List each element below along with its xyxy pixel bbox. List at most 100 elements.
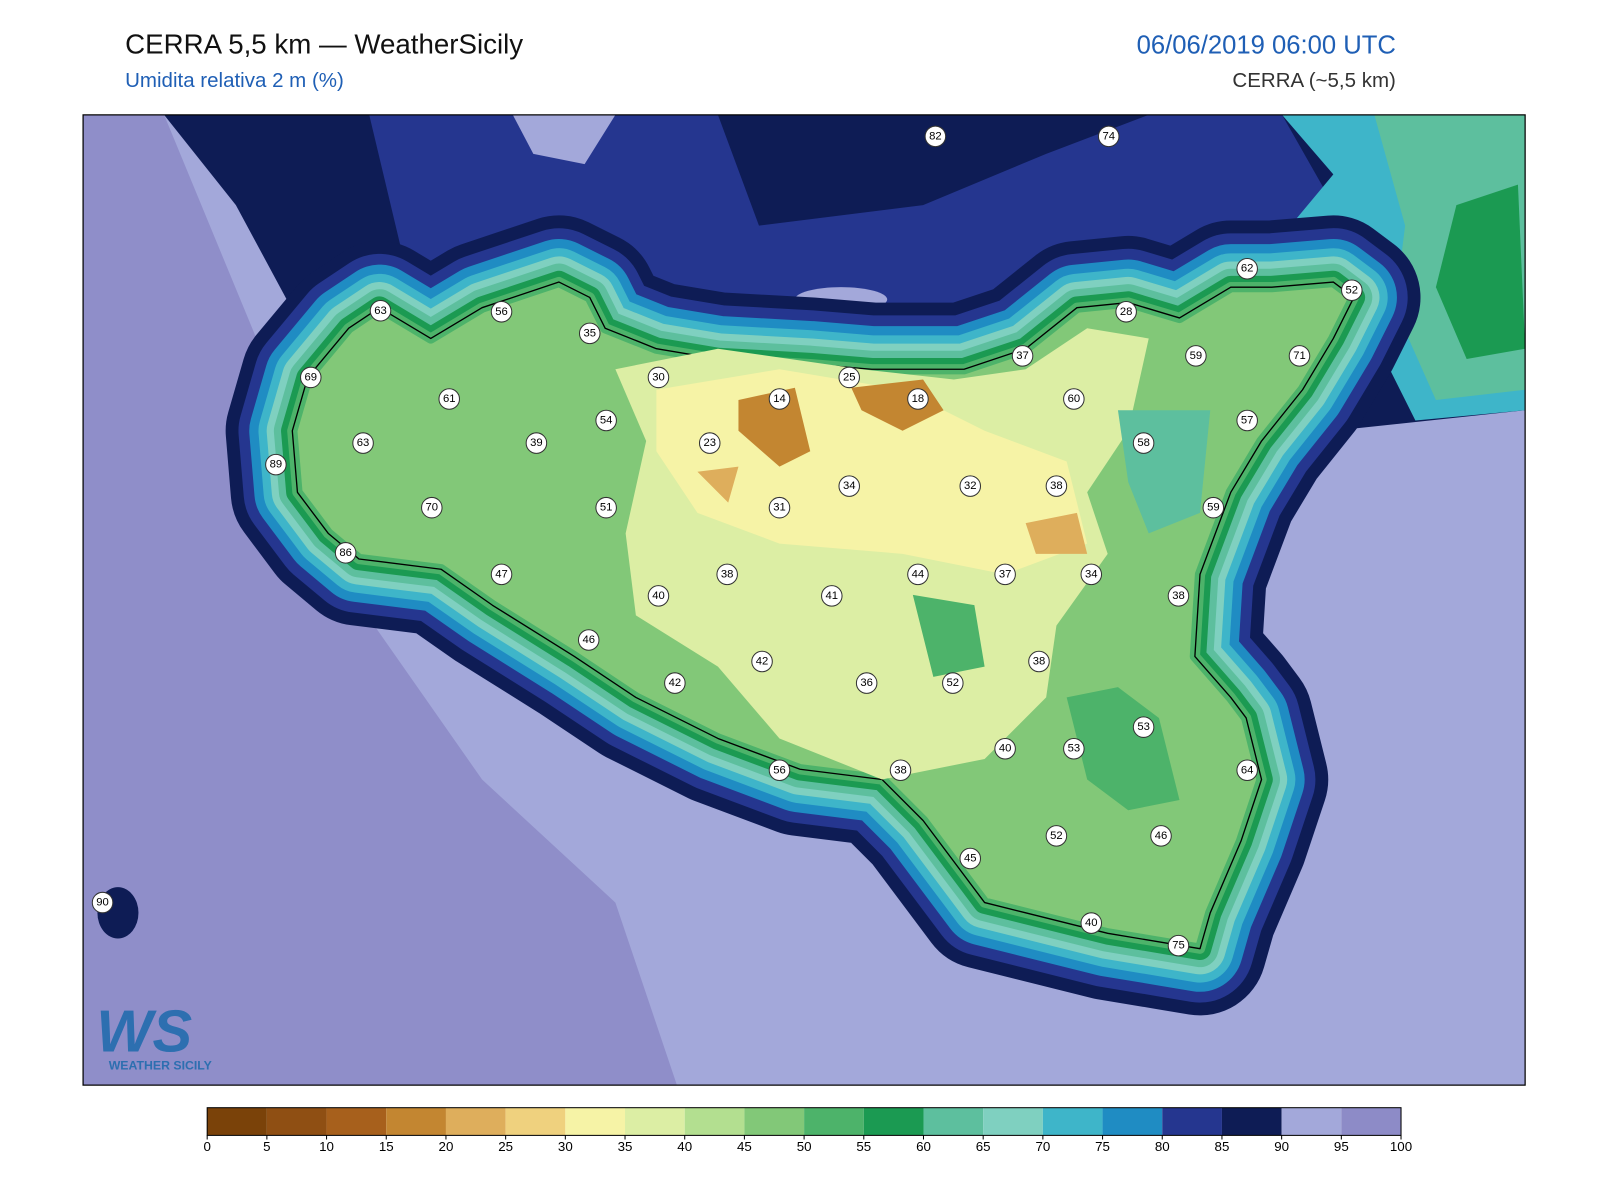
- station: 34: [838, 475, 860, 497]
- colorbar-segment: [1281, 1107, 1342, 1136]
- colorbar-segment: [983, 1107, 1043, 1136]
- calabria: [1435, 184, 1526, 359]
- station-value: 40: [1085, 917, 1098, 929]
- colorbar-segment: [1221, 1107, 1282, 1136]
- station-marker: [1011, 345, 1034, 367]
- station-marker: [334, 542, 357, 564]
- station-value: 90: [96, 897, 109, 909]
- logo: WS WEATHER SICILY: [96, 997, 211, 1072]
- station-marker: [595, 409, 617, 432]
- station-value: 57: [1241, 415, 1254, 427]
- colorbar-tick-label: 10: [319, 1139, 334, 1154]
- station-marker: [1080, 563, 1103, 586]
- station: 38: [1045, 475, 1068, 497]
- station-value: 51: [600, 502, 613, 514]
- station: 39: [525, 432, 548, 454]
- station: 75: [1167, 934, 1190, 957]
- station: 71: [1288, 345, 1311, 367]
- station-value: 74: [1102, 130, 1115, 142]
- colorbar-tick-label: 85: [1215, 1139, 1230, 1154]
- station: 37: [1011, 345, 1034, 367]
- station-value: 89: [270, 459, 283, 471]
- station: 36: [855, 672, 878, 694]
- station-value: 46: [582, 634, 595, 646]
- station: 74: [1097, 125, 1120, 148]
- station-marker: [1236, 257, 1258, 280]
- colorbar-segment: [505, 1107, 566, 1136]
- map: 82 74 62 52 63 56 35 28 37 59 71 69 30 25 14 18 61 60 54 57…: [83, 114, 1526, 1086]
- colorbar-tick-label: 95: [1334, 1139, 1349, 1154]
- station: 52: [1045, 825, 1068, 847]
- station-marker: [907, 563, 929, 586]
- station-marker: [1115, 301, 1137, 323]
- station-marker: [751, 650, 773, 673]
- station-marker: [716, 563, 738, 586]
- station-marker: [265, 453, 287, 476]
- station-marker: [490, 563, 513, 586]
- station-value: 61: [443, 393, 456, 405]
- station-marker: [421, 496, 443, 519]
- station: 18: [907, 388, 929, 410]
- colorbar-segment: [386, 1107, 446, 1136]
- station: 59: [1185, 345, 1207, 367]
- station: 38: [1028, 650, 1050, 673]
- subtitle: Umidita relativa 2 m (%): [125, 69, 344, 92]
- colorbar-segment: [744, 1107, 805, 1136]
- station-value: 86: [339, 547, 352, 559]
- station: 51: [595, 496, 617, 519]
- station: 63: [369, 299, 392, 322]
- station: 64: [1236, 759, 1258, 782]
- station-value: 42: [669, 677, 682, 689]
- colorbar-tick-label: 100: [1390, 1139, 1412, 1154]
- colorbar-tick-label: 25: [498, 1139, 513, 1154]
- colorbar-segment: [266, 1107, 327, 1136]
- station: 86: [334, 542, 357, 564]
- station: 54: [595, 409, 617, 432]
- station-marker: [768, 496, 791, 519]
- colorbar-segment: [445, 1107, 506, 1136]
- station: 42: [751, 650, 773, 673]
- station-value: 69: [305, 371, 318, 383]
- station-value: 40: [999, 743, 1012, 755]
- colorbar-tick-label: 5: [263, 1139, 270, 1154]
- dry-patch: [697, 466, 1088, 554]
- station-value: 63: [357, 437, 370, 449]
- station: 52: [942, 672, 964, 694]
- station-value: 35: [583, 327, 596, 339]
- station-marker: [821, 585, 843, 607]
- station-marker: [959, 475, 982, 497]
- station-marker: [855, 672, 878, 694]
- station: 56: [768, 759, 791, 782]
- station-marker: [490, 301, 513, 323]
- colorbar-tick-label: 80: [1155, 1139, 1170, 1154]
- station-marker: [994, 563, 1016, 586]
- colorbar-segment: [1162, 1107, 1222, 1136]
- datetime: 06/06/2019 06:00 UTC: [1137, 31, 1396, 59]
- station-value: 53: [1137, 721, 1150, 733]
- station-marker: [994, 737, 1016, 760]
- station-marker: [768, 388, 791, 410]
- station: 59: [1202, 496, 1225, 519]
- station-value: 37: [1016, 350, 1029, 362]
- station-value: 34: [843, 480, 856, 492]
- sea-patch: [512, 114, 616, 165]
- colorbar-tick-label: 60: [916, 1139, 931, 1154]
- station-value: 59: [1207, 502, 1220, 514]
- station-marker: [1045, 825, 1068, 847]
- colorbar-segment: [326, 1107, 387, 1136]
- station: 32: [959, 475, 982, 497]
- station-value: 38: [1050, 480, 1063, 492]
- station: 47: [490, 563, 513, 586]
- colorbar-tick-label: 65: [976, 1139, 991, 1154]
- station-marker: [1028, 650, 1050, 673]
- colorbar: 0 5 10 15 20 25 30 35 40 45 50 55 60 65 70 75 80 85 90 95 10…: [203, 1107, 1412, 1154]
- model-label: CERRA (~5,5 km): [1232, 69, 1395, 92]
- station: 40: [647, 585, 670, 607]
- station-marker: [578, 322, 601, 345]
- station: 58: [1132, 432, 1155, 454]
- station-value: 60: [1068, 393, 1081, 405]
- station-marker: [698, 432, 721, 454]
- station-value: 30: [652, 371, 665, 383]
- station: 53: [1063, 737, 1085, 760]
- station-marker: [647, 366, 670, 389]
